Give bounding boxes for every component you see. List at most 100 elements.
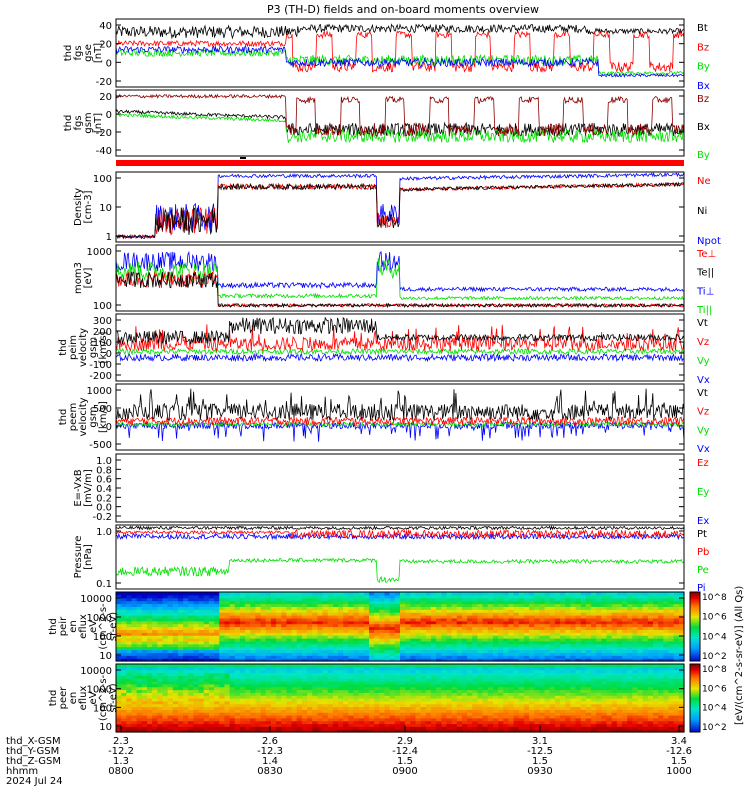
spectrogram-cell [451, 640, 458, 645]
spectrogram-cell [141, 623, 148, 628]
spectrogram-cell [239, 672, 246, 676]
spectrogram-cell [451, 666, 458, 671]
spectrogram-cell [606, 600, 613, 605]
spectrogram-cell [503, 597, 510, 602]
spectrogram-cell [234, 600, 241, 605]
spectrogram-cell [332, 720, 339, 725]
spectrogram-cell [560, 635, 566, 639]
spectrogram-cell [611, 603, 618, 607]
spectrogram-cell [152, 612, 158, 616]
spectrogram-cell [451, 620, 458, 625]
spectrogram-cell [198, 646, 205, 651]
spectrogram-cell [477, 632, 484, 636]
spectrogram-cell [198, 597, 205, 602]
spectrogram-cell [141, 675, 148, 679]
spectrogram-cell [239, 592, 246, 596]
spectrogram-cell [534, 715, 541, 719]
legend-entry: By [697, 150, 710, 161]
spectrogram-cell [632, 594, 639, 599]
spectrogram-cell [622, 609, 628, 613]
spectrogram-cell [394, 700, 401, 705]
spectrogram-cell [467, 620, 473, 625]
spectrogram-cell [208, 646, 215, 651]
spectrogram-cell [627, 617, 633, 622]
spectrogram-cell [338, 666, 344, 671]
spectrogram-cell [513, 635, 520, 639]
spectrogram-cell [565, 609, 571, 613]
spectrogram-cell [177, 698, 184, 702]
spectrogram-cell [338, 658, 344, 662]
spectrogram-cell [141, 615, 148, 619]
spectrogram-cell [544, 592, 551, 596]
spectrogram-cell [425, 638, 432, 642]
spectrogram-cell [301, 652, 308, 656]
spectrogram-cell [668, 655, 675, 659]
spectrogram-cell [420, 709, 427, 713]
spectrogram-cell [405, 620, 411, 625]
spectrogram-cell [523, 655, 530, 659]
spectrogram-cell [446, 606, 453, 610]
spectrogram-cell [126, 695, 133, 699]
spectrogram-cell [529, 695, 535, 699]
spectrogram-cell [255, 675, 262, 679]
spectrogram-cell [317, 640, 324, 645]
spectrogram-cell [265, 717, 272, 722]
spectrogram-cell [420, 675, 427, 679]
spectrogram-cell [203, 606, 210, 610]
spectrogram-cell [260, 695, 267, 699]
spectrogram-cell [276, 638, 282, 642]
spectrogram-cell [673, 592, 680, 596]
spectrogram-cell [214, 709, 220, 713]
spectrogram-cell [518, 712, 525, 716]
spectrogram-cell [157, 629, 164, 633]
spectrogram-cell [430, 655, 437, 659]
spectrogram-cell [131, 640, 138, 645]
spectrogram-cell [327, 592, 334, 596]
spectrogram-cell [430, 620, 437, 625]
spectrogram-cell [627, 635, 633, 639]
spectrogram-cell [441, 689, 448, 693]
spectrogram-cell [162, 609, 169, 613]
spectrogram-cell [379, 606, 386, 610]
spectrogram-cell [162, 600, 169, 605]
spectrogram-cell [322, 720, 329, 725]
spectrogram-cell [224, 698, 231, 702]
spectrogram-cell [312, 712, 318, 716]
spectrogram-cell [534, 700, 541, 705]
spectrogram-cell [157, 635, 164, 639]
spectrogram-cell [467, 655, 473, 659]
spectrogram-cell [420, 686, 427, 691]
spectrogram-cell [554, 592, 561, 596]
spectrogram-cell [121, 681, 127, 685]
spectrogram-cell [250, 678, 257, 682]
spectrogram-cell [296, 675, 303, 679]
spectrogram-cell [312, 612, 318, 616]
spectrogram-cell [503, 617, 510, 622]
spectrogram-cell [394, 669, 401, 674]
spectrogram-cell [487, 703, 494, 708]
spectrogram-cell [363, 712, 370, 716]
spectrogram-cell [219, 652, 226, 656]
spectrogram-cell [245, 646, 251, 651]
spectrogram-cell [172, 664, 179, 668]
spectrogram-cell [456, 606, 463, 610]
spectrogram-cell [270, 709, 277, 713]
spectrogram-cell [482, 664, 489, 668]
spectrogram-cell [193, 686, 200, 691]
spectrogram-cell [208, 617, 215, 622]
spectrogram-cell [539, 635, 546, 639]
spectrogram-cell [544, 723, 551, 727]
spectrogram-cell [317, 606, 324, 610]
spectrogram-cell [560, 632, 566, 636]
spectrogram-cell [405, 689, 411, 693]
spectrogram-cell [369, 649, 375, 653]
spectrogram-cell [549, 717, 556, 722]
spectrogram-cell [270, 638, 277, 642]
spectrogram-cell [379, 664, 386, 668]
spectrogram-cell [214, 623, 220, 628]
spectrogram-cell [549, 700, 556, 705]
spectrogram-cell [379, 666, 386, 671]
spectrogram-cell [146, 669, 153, 674]
spectrogram-cell [157, 606, 164, 610]
